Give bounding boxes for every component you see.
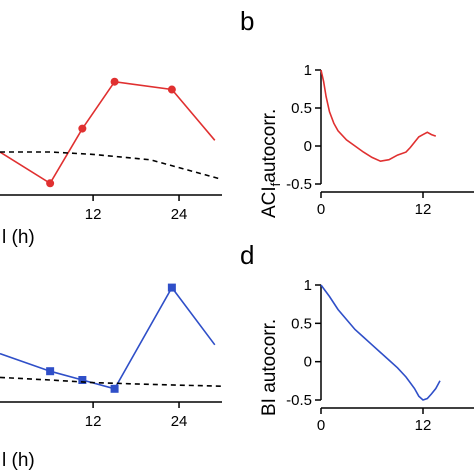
c-point xyxy=(167,283,176,292)
a-x-tick-label: 12 xyxy=(85,206,102,223)
a-point xyxy=(78,124,87,133)
panel-b: 1 0.5 0 -0.5 0 12 xyxy=(286,62,474,218)
d-x-tick-label: 0 xyxy=(317,417,325,434)
b-series-line xyxy=(320,69,437,163)
d-y-tick-label: -0.5 xyxy=(286,392,312,409)
c-baseline-dashed xyxy=(0,376,223,387)
panel-b-ylabel: ACIfautocorr. xyxy=(259,109,283,218)
b-y-tick-label: 0 xyxy=(304,138,312,155)
panel-c: 12 24 xyxy=(0,283,223,430)
b-x-tick-label: 0 xyxy=(317,201,325,218)
panel-a: 12 24 xyxy=(0,77,223,223)
c-point xyxy=(46,367,55,376)
d-x-tick-label: 12 xyxy=(415,417,432,434)
panel-b-ylabel-rest: autocorr. xyxy=(259,109,280,183)
panel-a-xlabel: l (h) xyxy=(2,227,35,248)
panel-b-ylabel-sub: f xyxy=(268,182,283,186)
a-series-line xyxy=(0,80,216,185)
d-series-line xyxy=(320,284,441,401)
b-y-tick-label: -0.5 xyxy=(286,176,312,193)
b-y-tick-label: 0.5 xyxy=(291,100,312,117)
c-x-tick-label: 12 xyxy=(85,413,102,430)
panel-b-letter: b xyxy=(240,6,254,36)
panel-d-letter: d xyxy=(240,240,254,270)
a-point xyxy=(110,77,119,86)
a-baseline-dashed xyxy=(0,151,223,181)
a-point xyxy=(46,179,55,188)
c-x-tick-label: 24 xyxy=(171,413,188,430)
d-y-tick-label: 1 xyxy=(304,277,312,294)
panel-c-xlabel: l (h) xyxy=(2,450,35,471)
a-x-tick-label: 24 xyxy=(171,206,188,223)
panel-b-ylabel-main: ACI xyxy=(259,186,280,218)
c-point xyxy=(110,384,119,393)
d-y-tick-label: 0.5 xyxy=(291,315,312,332)
c-point xyxy=(78,376,87,384)
b-x-tick-label: 12 xyxy=(415,201,432,218)
panel-d-ylabel: BI autocorr. xyxy=(259,319,280,416)
c-series-line xyxy=(0,286,216,390)
d-y-tick-label: 0 xyxy=(304,354,312,371)
b-y-tick-label: 1 xyxy=(304,62,312,79)
panel-d: 1 0.5 0 -0.5 0 12 xyxy=(286,277,474,434)
a-point xyxy=(167,85,176,94)
